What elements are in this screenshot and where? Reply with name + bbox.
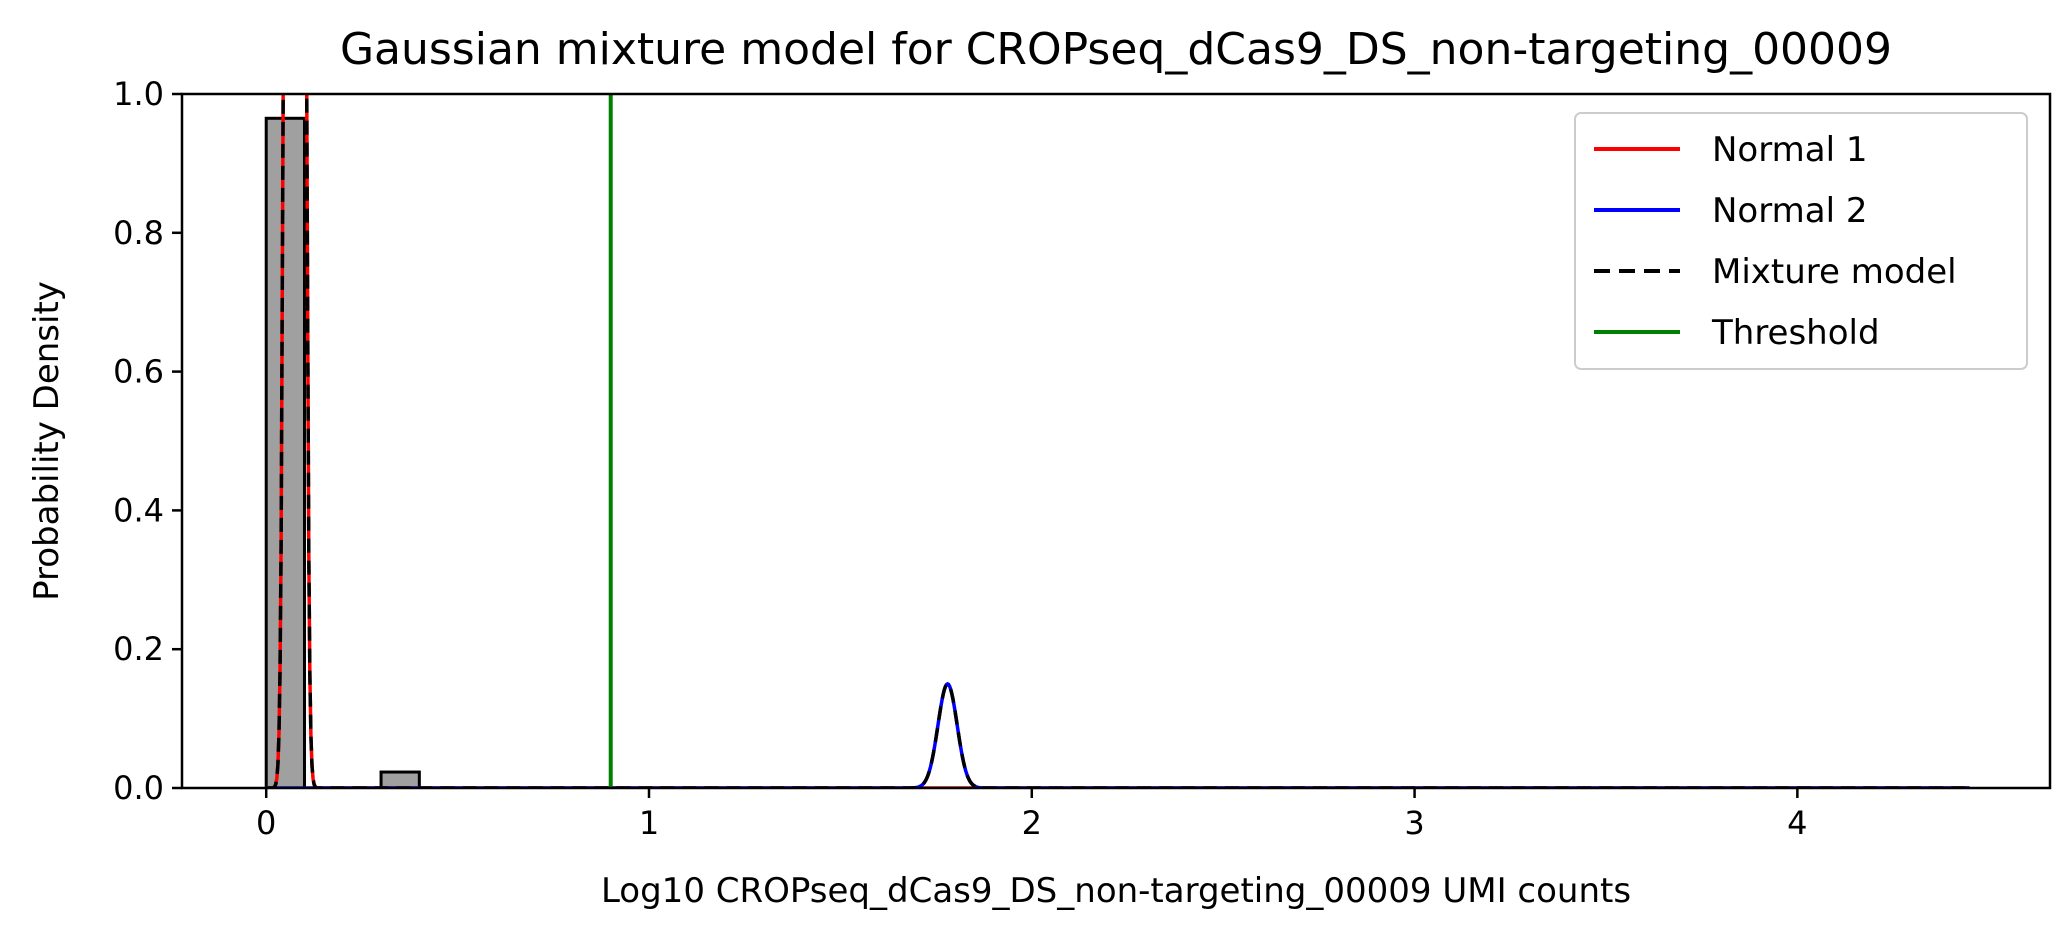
x-tick-label: 2: [1022, 804, 1042, 842]
x-tick-label: 4: [1787, 804, 1807, 842]
x-tick-label: 0: [256, 804, 276, 842]
x-tick-label: 1: [639, 804, 659, 842]
legend-label: Threshold: [1711, 313, 1880, 353]
x-axis-label: Log10 CROPseq_dCas9_DS_non-targeting_000…: [601, 871, 1631, 911]
normal-2-curve: [266, 681, 1970, 788]
legend-box: [1574, 112, 2028, 370]
legend-label: Normal 2: [1712, 191, 1867, 231]
histogram-bar: [379, 770, 421, 788]
legend: Normal 1 Normal 2 Mixture model Threshold: [1574, 112, 2028, 370]
y-tick-label: 0.4: [113, 491, 164, 529]
chart-title: Gaussian mixture model for CROPseq_dCas9…: [340, 24, 1892, 75]
y-tick-label: 0.6: [113, 353, 164, 391]
y-tick-label: 1.0: [113, 75, 164, 113]
legend-label: Normal 1: [1712, 130, 1867, 170]
y-axis-label: Probability Density: [27, 281, 67, 601]
x-tick-label: 3: [1404, 804, 1424, 842]
legend-label: Mixture model: [1712, 252, 1957, 292]
plot-frame: [180, 92, 2052, 790]
y-tick-label: 0.8: [113, 214, 164, 252]
histogram-bar: [264, 116, 306, 788]
y-tick-label: 0.0: [113, 769, 164, 807]
y-tick-label: 0.2: [113, 630, 164, 668]
